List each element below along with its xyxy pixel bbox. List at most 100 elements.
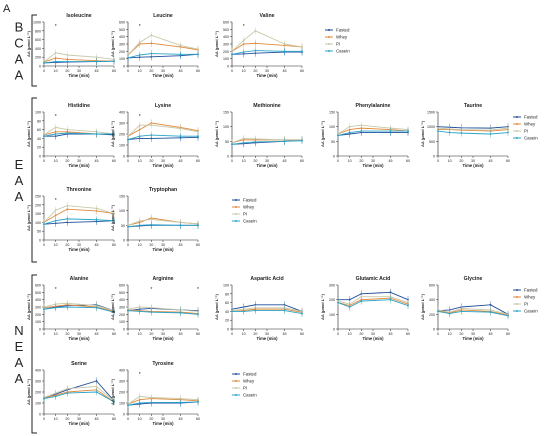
y-tick-label: 0 xyxy=(433,155,435,159)
y-tick-label: 300 xyxy=(119,306,125,310)
chart-panel: Tryptophan 0 50 100 150 0 10 20 30 45 60 Time (min)… xyxy=(110,187,200,252)
data-point xyxy=(113,219,115,222)
significance-star: * xyxy=(243,24,245,30)
legend-marker xyxy=(328,50,330,52)
data-point xyxy=(301,312,303,315)
chart-title: Serine xyxy=(71,361,87,367)
y-tick-label: 400 xyxy=(119,369,125,373)
chart-panel: Isoleucine 0 200 400 600 800 1000 0 10 20 30 45 60 Ti… xyxy=(26,13,116,78)
y-tick-label: 500 xyxy=(429,140,435,144)
data-point xyxy=(66,387,69,390)
y-axis-label: AA (μmol L⁻¹) xyxy=(320,120,325,147)
data-point xyxy=(179,135,182,138)
data-point xyxy=(507,131,509,134)
data-point xyxy=(43,397,45,400)
x-tick-label: 20 xyxy=(65,159,69,163)
x-tick-label: 0 xyxy=(127,417,129,421)
y-tick-label: 0 xyxy=(227,155,229,159)
x-tick-label: 10 xyxy=(242,332,246,336)
x-tick-label: 30 xyxy=(77,69,81,73)
x-tick-label: 60 xyxy=(196,243,200,247)
y-tick-label: 0 xyxy=(433,328,435,332)
chart-panel: Lysine 0 100 200 300 400 0 10 20 30 45 60 Time (min)… xyxy=(110,103,200,168)
x-tick-label: 60 xyxy=(406,159,410,163)
chart-panel: Leucine 0 100 200 300 400 500 600 0 10 20 30 45 60 Tim… xyxy=(110,13,200,78)
data-point xyxy=(138,54,141,56)
y-tick-label: 0 xyxy=(39,328,41,332)
chart-panel: Phenylalanine 0 50 100 150 0 10 20 30 45 60 Time (m… xyxy=(320,103,410,168)
data-point xyxy=(95,306,98,309)
x-tick-label: 0 xyxy=(43,332,45,336)
legend: Fasted Whey PI Casein xyxy=(513,288,538,314)
legend-marker xyxy=(235,380,237,382)
x-tick-label: 30 xyxy=(265,332,269,336)
x-tick-label: 0 xyxy=(337,159,339,163)
x-tick-label: 30 xyxy=(161,417,165,421)
x-tick-label: 10 xyxy=(54,417,58,421)
x-axis-label: Time (min) xyxy=(256,73,278,78)
series-line xyxy=(127,53,199,59)
legend: Fasted Whey PI Casein xyxy=(325,28,350,54)
x-tick-label: 60 xyxy=(300,69,304,73)
data-point xyxy=(489,133,492,135)
y-tick-label: 300 xyxy=(329,284,335,288)
chart-panel: Alanine 0 100 200 300 400 500 600 0 10 20 30 45 60 Tim… xyxy=(26,276,116,341)
y-tick-label: 300 xyxy=(223,43,229,47)
x-tick-label: 45 xyxy=(389,332,393,336)
data-point xyxy=(150,34,153,37)
y-axis-label: AA (μmol L⁻¹) xyxy=(26,204,31,231)
data-point xyxy=(150,42,153,45)
y-tick-label: 400 xyxy=(119,298,125,302)
data-point xyxy=(283,309,286,312)
data-point xyxy=(54,219,57,222)
y-tick-label: 100 xyxy=(35,320,41,324)
data-point xyxy=(242,141,245,144)
data-point xyxy=(283,43,286,45)
legend-label: Casein xyxy=(336,49,350,54)
y-tick-label: 0 xyxy=(123,65,125,69)
legend-marker xyxy=(516,296,518,298)
y-tick-label: 150 xyxy=(119,195,125,199)
y-tick-label: 50 xyxy=(121,224,125,228)
data-point xyxy=(301,50,303,53)
significance-star: * xyxy=(139,24,141,30)
y-tick-label: 60 xyxy=(37,128,41,132)
data-point xyxy=(95,385,98,388)
y-tick-label: 200 xyxy=(35,391,41,395)
x-tick-label: 0 xyxy=(437,332,439,336)
data-point xyxy=(197,313,199,316)
x-tick-label: 20 xyxy=(65,243,69,247)
legend-marker xyxy=(235,213,237,215)
x-tick-label: 0 xyxy=(43,417,45,421)
x-tick-label: 30 xyxy=(77,417,81,421)
y-tick-label: 150 xyxy=(329,111,335,115)
x-tick-label: 60 xyxy=(196,69,200,73)
x-tick-label: 45 xyxy=(389,159,393,163)
legend-label: Fasted xyxy=(243,198,257,203)
x-tick-label: 60 xyxy=(406,332,410,336)
y-tick-label: 50 xyxy=(37,230,41,234)
y-tick-label: 300 xyxy=(119,43,125,47)
series-line xyxy=(437,126,509,129)
legend-label: PI xyxy=(524,302,528,307)
x-tick-label: 10 xyxy=(348,332,352,336)
data-point xyxy=(460,310,463,313)
chart-title: Glutamic Acid xyxy=(356,276,391,282)
y-tick-label: 150 xyxy=(35,212,41,216)
x-axis-label: Time (min) xyxy=(362,163,384,168)
significance-star: * xyxy=(55,198,57,204)
data-point xyxy=(150,218,153,221)
data-point xyxy=(95,207,98,210)
group-letter: A xyxy=(15,52,24,67)
data-point xyxy=(389,291,392,294)
data-point xyxy=(254,309,257,312)
chart-panel: Taurine 0 500 1000 1500 0 10 20 30 45 60 Time (min)… xyxy=(420,103,510,168)
data-point xyxy=(43,135,45,138)
y-axis-label: AA (μmol L⁻¹) xyxy=(110,378,115,405)
data-point xyxy=(54,126,57,129)
significance-star: * xyxy=(197,287,199,293)
data-point xyxy=(95,56,98,59)
x-tick-label: 45 xyxy=(179,332,183,336)
legend-label: Whey xyxy=(336,35,348,40)
